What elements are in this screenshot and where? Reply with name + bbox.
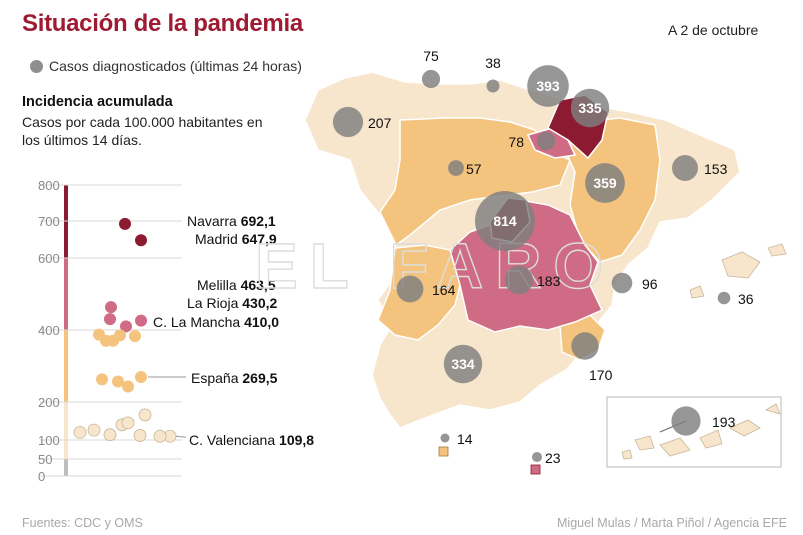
case-bubble-label: 96 (642, 276, 658, 292)
case-bubble (421, 69, 441, 89)
label-c-valenciana: C. Valenciana 109,8 (189, 432, 315, 448)
data-point (119, 217, 131, 230)
incidence-subtitle: Casos por cada 100.000 habitantes en los… (22, 114, 263, 148)
axis-band-1 (64, 402, 68, 459)
balearic-islands (689, 243, 787, 299)
case-bubble-label: 23 (545, 450, 561, 466)
data-point (120, 320, 132, 333)
legend: Casos diagnosticados (últimas 24 horas) (30, 58, 302, 74)
melilla-swatch (530, 464, 541, 475)
case-bubble (443, 344, 483, 384)
page-title: Situación de la pandemia (22, 10, 303, 37)
data-point (122, 380, 134, 393)
axis-band-0 (64, 459, 68, 476)
data-point (138, 408, 152, 422)
footer-credit: Miguel Mulas / Marta Piñol / Agencia EFE (557, 516, 787, 530)
y-tick-label: 0 (38, 469, 45, 484)
case-bubble-label: 207 (368, 115, 392, 131)
case-bubble-label: 183 (537, 273, 561, 289)
date-label: A 2 de octubre (668, 22, 759, 38)
case-bubble-label: 153 (704, 161, 728, 177)
case-bubble (448, 160, 464, 176)
case-bubble (440, 433, 450, 443)
case-bubble-label: 359 (593, 175, 617, 191)
case-bubble-label: 170 (589, 367, 613, 383)
case-bubble-label: 57 (466, 161, 482, 177)
data-point (100, 334, 112, 347)
data-point (135, 314, 147, 327)
case-bubble-label: 38 (485, 55, 501, 71)
case-bubble (531, 451, 543, 463)
case-bubble (486, 79, 500, 93)
legend-label: Casos diagnosticados (últimas 24 horas) (49, 58, 302, 74)
case-bubble-label: 14 (457, 431, 473, 447)
case-bubble-label: 36 (738, 291, 754, 307)
label-madrid: Madrid 647,9 (195, 231, 277, 247)
case-bubble (475, 191, 535, 251)
case-bubble (571, 332, 599, 360)
data-point (153, 429, 167, 443)
axis-band-3 (64, 258, 68, 330)
y-tick-label: 100 (38, 433, 60, 448)
label-navarra: Navarra 692,1 (187, 213, 276, 229)
y-tick-label: 600 (38, 251, 60, 266)
case-bubble (672, 155, 698, 181)
case-bubble (585, 163, 625, 203)
case-bubble-label: 334 (451, 356, 475, 372)
case-bubble (570, 88, 610, 128)
case-bubble-label: 335 (578, 100, 602, 116)
data-point (135, 370, 147, 383)
footer-source: Fuentes: CDC y OMS (22, 516, 143, 530)
ceuta-swatch (438, 446, 449, 457)
data-point (114, 329, 126, 342)
watermark: EL FARO (255, 230, 615, 302)
data-point (135, 234, 147, 247)
connector-valenciana (175, 435, 187, 438)
y-tick-label: 400 (38, 323, 60, 338)
y-tick-label: 200 (38, 395, 60, 410)
case-bubble-label: 193 (712, 414, 736, 430)
case-bubble (332, 106, 364, 138)
case-bubble-label: 164 (432, 282, 456, 298)
data-point (133, 429, 147, 442)
case-bubble-label: 78 (508, 134, 524, 150)
case-bubble (611, 272, 633, 294)
data-point (87, 423, 101, 437)
y-tick-label: 700 (38, 214, 60, 229)
data-point (121, 416, 135, 430)
canary-islands (621, 403, 781, 460)
label-castilla-la-mancha: C. La Mancha 410,0 (153, 314, 280, 330)
data-point (104, 313, 116, 326)
axis-band-2 (64, 330, 68, 402)
label-la-rioja: La Rioja 430,2 (187, 295, 278, 311)
case-bubble (536, 131, 556, 151)
data-point (96, 373, 108, 386)
case-bubble-label: 814 (493, 213, 517, 229)
case-bubble (396, 275, 424, 303)
y-tick-label: 800 (38, 178, 60, 193)
case-bubble-label: 393 (536, 78, 560, 94)
data-point (105, 301, 117, 314)
data-point (129, 330, 141, 343)
case-bubble (527, 65, 569, 107)
label-melilla: Melilla 463,5 (197, 277, 276, 293)
case-bubble-label: 75 (423, 48, 439, 64)
case-bubble (504, 265, 534, 295)
case-bubble (717, 291, 731, 305)
legend-bubble-icon (30, 59, 43, 73)
y-tick-label: 50 (38, 452, 52, 467)
label-espana: España 269,5 (191, 370, 278, 386)
incidence-title: Incidencia acumulada (22, 94, 173, 110)
data-point (103, 428, 117, 442)
data-point (112, 375, 124, 388)
data-point (73, 425, 87, 439)
case-bubble (671, 406, 701, 436)
